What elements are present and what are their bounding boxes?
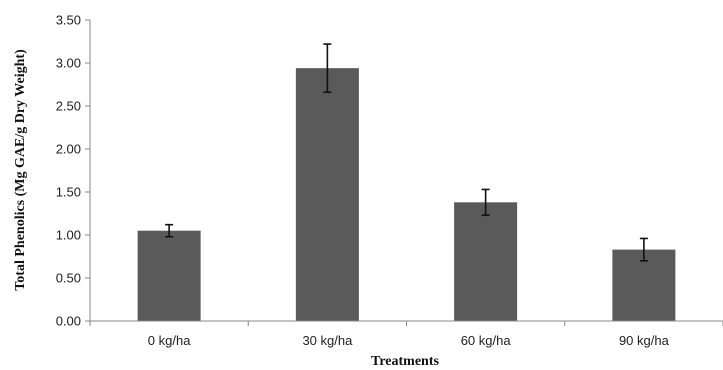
- y-tick-label: 1.00: [56, 228, 81, 243]
- y-tick-label: 3.00: [56, 56, 81, 71]
- y-axis-title: Total Phenolics (Mg GAE/g Dry Weight): [13, 49, 28, 291]
- error-bar: [323, 43, 332, 94]
- bar: [295, 68, 359, 321]
- error-bar: [481, 188, 490, 217]
- x-axis-labels: 0 kg/ha 30 kg/ha 60 kg/ha 90 kg/ha: [89, 321, 723, 348]
- error-bar: [639, 237, 648, 262]
- x-tick-label: 60 kg/ha: [461, 333, 512, 348]
- error-bar: [165, 223, 174, 238]
- bar: [137, 230, 201, 321]
- bar: [454, 202, 518, 321]
- y-tick-label: 2.00: [56, 142, 81, 157]
- bars: [137, 68, 676, 321]
- x-tick-label: 0 kg/ha: [148, 333, 191, 348]
- x-tick-label: 30 kg/ha: [302, 333, 353, 348]
- x-tick-label: 90 kg/ha: [619, 333, 670, 348]
- error-bars: [165, 43, 648, 262]
- x-axis-title: Treatments: [371, 354, 439, 369]
- y-tick-label: 0.50: [56, 271, 81, 286]
- y-tick-label: 2.50: [56, 99, 81, 114]
- y-axis-ticks: 0.00 0.50 1.00 1.50 2.00 2.50 3.00 3.50: [56, 13, 90, 329]
- y-tick-label: 3.50: [56, 13, 81, 28]
- y-tick-label: 1.50: [56, 185, 81, 200]
- y-tick-label: 0.00: [56, 314, 81, 329]
